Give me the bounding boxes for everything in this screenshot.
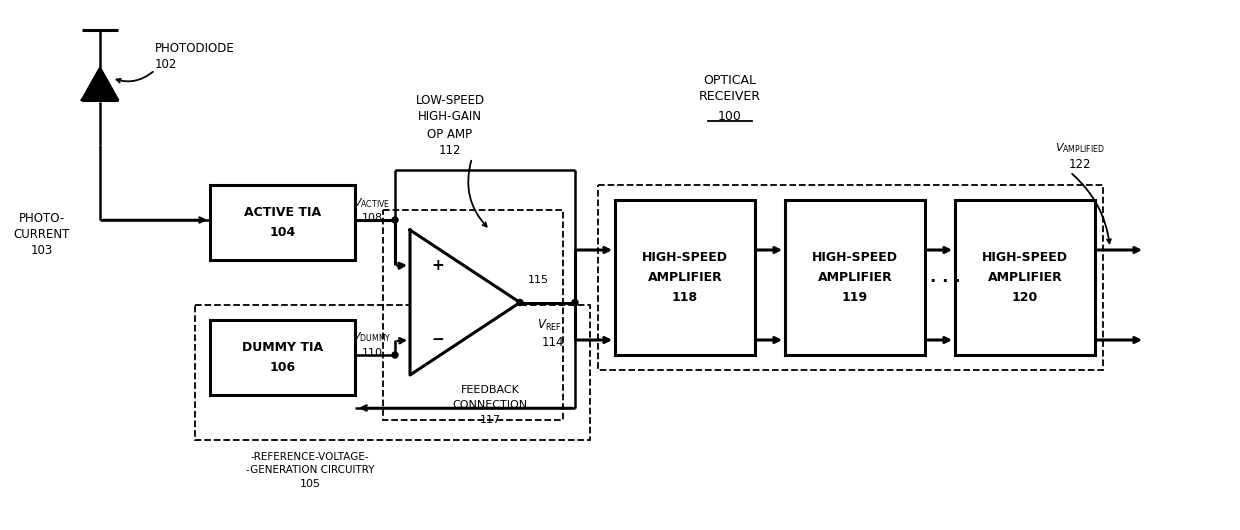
Text: 115: 115: [528, 275, 549, 285]
Text: 120: 120: [1012, 291, 1038, 304]
Text: -GENERATION CIRCUITRY: -GENERATION CIRCUITRY: [246, 465, 374, 475]
Text: AMPLIFIER: AMPLIFIER: [647, 271, 723, 284]
Text: 106: 106: [269, 361, 295, 374]
Bar: [598, 185, 1104, 370]
Text: 110: 110: [362, 348, 382, 358]
Text: $V_{\mathrm{AMPLIFIED}}$: $V_{\mathrm{AMPLIFIED}}$: [1055, 141, 1105, 155]
Text: 108: 108: [361, 213, 383, 223]
Text: 103: 103: [31, 243, 53, 257]
Text: PHOTO-: PHOTO-: [19, 211, 66, 225]
Text: RECEIVER: RECEIVER: [699, 91, 761, 103]
Bar: [785, 200, 925, 355]
Text: FEEDBACK: FEEDBACK: [460, 385, 520, 395]
Text: 104: 104: [269, 226, 295, 239]
Text: . . .: . . .: [930, 269, 960, 287]
Text: $V_{\mathrm{REF}}$: $V_{\mathrm{REF}}$: [537, 317, 563, 332]
Text: OPTICAL: OPTICAL: [703, 74, 756, 86]
Text: HIGH-SPEED: HIGH-SPEED: [642, 251, 728, 264]
Text: 117: 117: [480, 415, 501, 425]
Text: PHOTODIODE: PHOTODIODE: [155, 41, 234, 55]
Bar: [615, 200, 755, 355]
Bar: [210, 320, 355, 395]
Text: +: +: [432, 258, 444, 272]
Bar: [210, 185, 355, 260]
Text: 112: 112: [439, 145, 461, 157]
Polygon shape: [82, 68, 118, 100]
Text: 119: 119: [842, 291, 868, 304]
Text: $V_{\mathrm{ACTIVE}}$: $V_{\mathrm{ACTIVE}}$: [353, 196, 391, 210]
Bar: [195, 305, 590, 440]
Text: 114: 114: [542, 335, 564, 349]
Bar: [955, 200, 1095, 355]
Circle shape: [517, 299, 523, 305]
Text: 102: 102: [155, 58, 177, 72]
Text: HIGH-SPEED: HIGH-SPEED: [982, 251, 1068, 264]
Text: LOW-SPEED: LOW-SPEED: [415, 93, 485, 107]
Text: 105: 105: [300, 479, 320, 489]
Circle shape: [392, 217, 398, 223]
Text: $V_{\mathrm{DUMMY}}$: $V_{\mathrm{DUMMY}}$: [352, 330, 392, 344]
Text: ACTIVE TIA: ACTIVE TIA: [244, 206, 321, 219]
Text: CURRENT: CURRENT: [14, 227, 71, 241]
Text: -REFERENCE-VOLTAGE-: -REFERENCE-VOLTAGE-: [250, 452, 370, 462]
Text: DUMMY TIA: DUMMY TIA: [242, 341, 324, 354]
Circle shape: [392, 352, 398, 358]
Text: OP AMP: OP AMP: [428, 128, 472, 140]
Text: AMPLIFIER: AMPLIFIER: [817, 271, 893, 284]
Text: 100: 100: [718, 110, 742, 122]
Text: AMPLIFIER: AMPLIFIER: [987, 271, 1063, 284]
Text: HIGH-GAIN: HIGH-GAIN: [418, 110, 482, 123]
Bar: [383, 210, 563, 420]
Text: 118: 118: [672, 291, 698, 304]
Text: 122: 122: [1069, 158, 1091, 172]
Text: CONNECTION: CONNECTION: [453, 400, 527, 410]
Circle shape: [572, 299, 578, 305]
Text: −: −: [432, 332, 444, 348]
Polygon shape: [410, 230, 520, 375]
Text: HIGH-SPEED: HIGH-SPEED: [812, 251, 898, 264]
